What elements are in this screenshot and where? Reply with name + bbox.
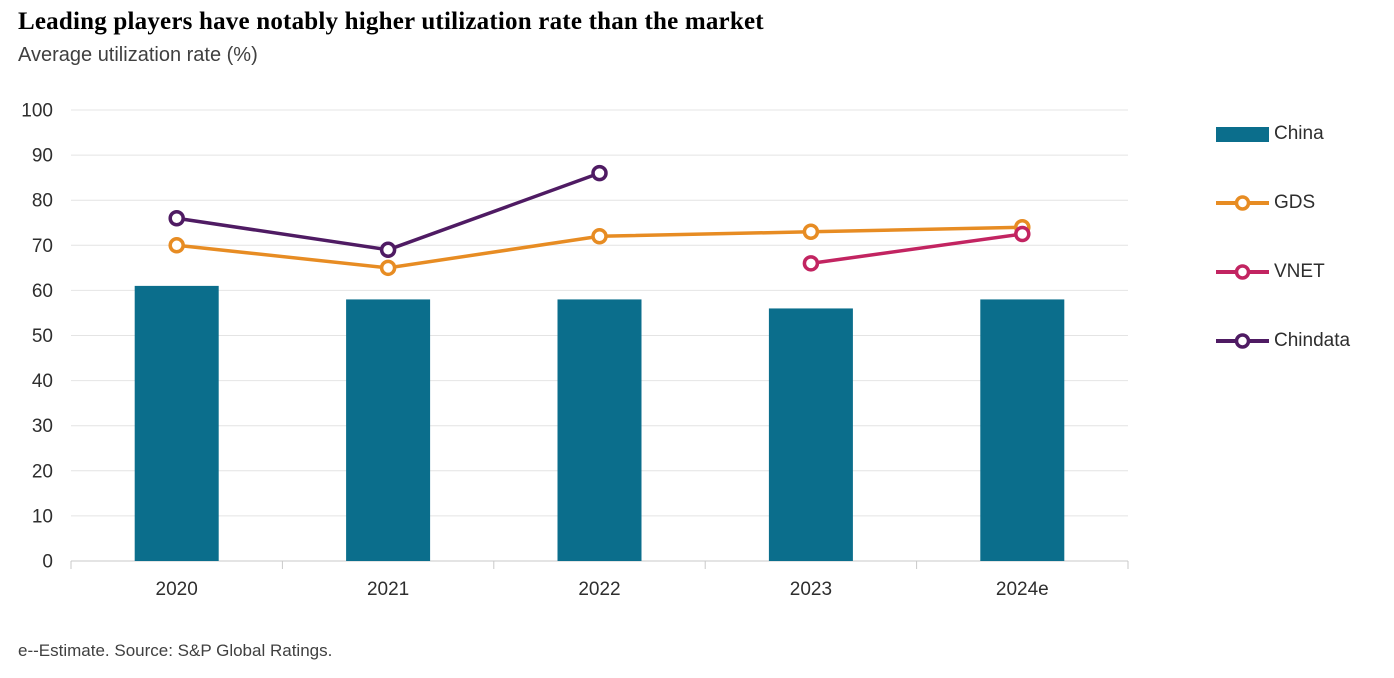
legend-label-chindata: Chindata <box>1274 330 1351 351</box>
line-vnet <box>802 225 1031 272</box>
chindata-line-swatch <box>1216 333 1269 349</box>
china-bar-swatch <box>1216 127 1269 142</box>
svg-text:80: 80 <box>32 191 53 212</box>
line-chindata <box>168 164 608 259</box>
legend-label-gds: GDS <box>1274 192 1316 213</box>
legend-item-china: China <box>1216 122 1350 146</box>
svg-text:60: 60 <box>32 281 53 302</box>
svg-text:50: 50 <box>32 326 53 347</box>
svg-text:30: 30 <box>32 416 53 437</box>
line-gds <box>168 219 1031 277</box>
svg-text:40: 40 <box>32 371 53 392</box>
chart-footnote: e--Estimate. Source: S&P Global Ratings. <box>18 641 333 660</box>
y-axis-labels: 0 10 20 30 40 50 60 70 80 90 100 <box>21 101 53 573</box>
svg-text:2022: 2022 <box>578 579 620 600</box>
x-axis-ticks <box>70 561 1129 569</box>
svg-text:2024e: 2024e <box>996 579 1049 600</box>
svg-text:2021: 2021 <box>367 579 409 600</box>
legend-item-gds: GDS <box>1216 191 1350 215</box>
svg-text:0: 0 <box>42 552 53 573</box>
svg-text:90: 90 <box>32 146 53 167</box>
svg-text:2020: 2020 <box>156 579 198 600</box>
svg-text:100: 100 <box>21 101 53 122</box>
chart-title: Leading players have notably higher util… <box>18 8 764 35</box>
bars-china <box>134 285 1065 561</box>
vnet-line-swatch <box>1216 264 1269 280</box>
svg-text:10: 10 <box>32 506 53 527</box>
svg-text:70: 70 <box>32 236 53 257</box>
svg-text:20: 20 <box>32 461 53 482</box>
svg-text:2023: 2023 <box>790 579 832 600</box>
chart-subtitle: Average utilization rate (%) <box>18 44 258 66</box>
legend-label-china: China <box>1274 123 1324 144</box>
legend-label-vnet: VNET <box>1274 261 1325 282</box>
gds-line-swatch <box>1216 195 1269 211</box>
chart-legend: China GDS VNET Chindata <box>1216 122 1350 398</box>
legend-item-chindata: Chindata <box>1216 329 1350 353</box>
x-axis-labels: 2020 2021 2022 2023 2024e <box>156 579 1049 600</box>
legend-item-vnet: VNET <box>1216 260 1350 284</box>
